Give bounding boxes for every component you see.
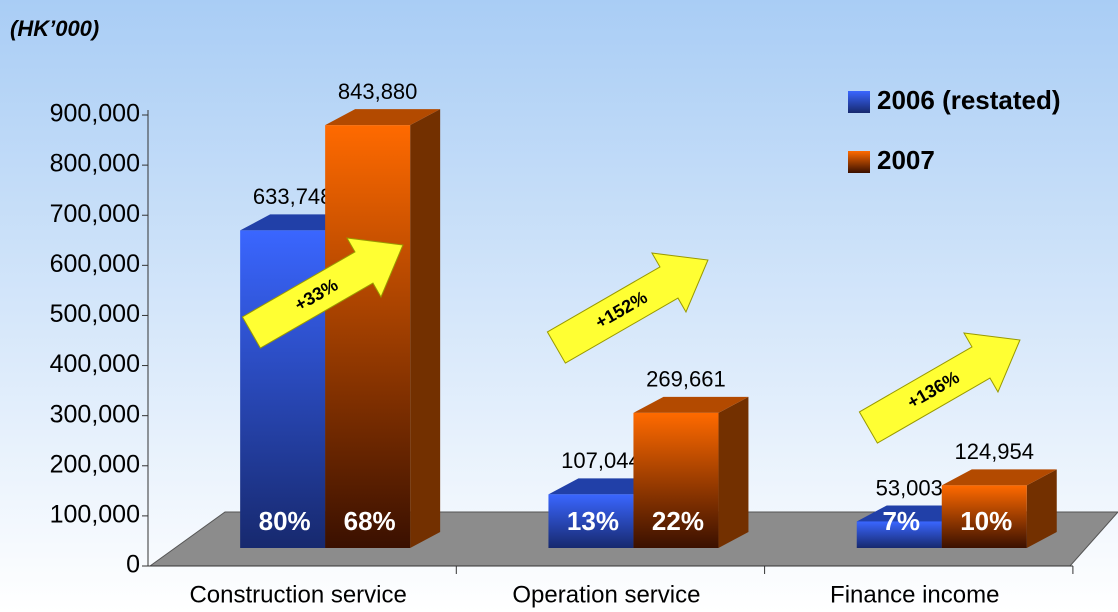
arrow-shape [546, 252, 709, 364]
value-label: 53,003 [876, 475, 943, 500]
arrow-shape [241, 237, 404, 349]
bar-side [718, 396, 749, 548]
x-tick-label: Construction service [189, 581, 406, 608]
share-label: 68% [344, 506, 396, 536]
bar [325, 125, 411, 549]
legend-swatch [848, 91, 870, 113]
share-label: 80% [259, 506, 311, 536]
y-tick-label: 300,000 [50, 400, 140, 428]
bar [548, 494, 634, 548]
share-label: 22% [652, 506, 704, 536]
bar-side [1026, 469, 1057, 548]
arrow-shape [858, 332, 1021, 444]
y-tick-label: 400,000 [50, 350, 140, 378]
value-label: 269,661 [646, 367, 726, 392]
share-label: 10% [960, 506, 1012, 536]
growth-arrow: +152% [546, 252, 709, 364]
y-tick-label: 100,000 [50, 500, 140, 528]
y-tick-label: 700,000 [50, 200, 140, 228]
y-tick-label: 800,000 [50, 150, 140, 178]
y-tick-label: 500,000 [50, 300, 140, 328]
value-label: 843,880 [338, 79, 418, 104]
y-tick-label: 600,000 [50, 250, 140, 278]
bar [633, 412, 719, 548]
y-tick-label: 0 [126, 551, 140, 579]
y-tick-label: 200,000 [50, 450, 140, 478]
legend-label: 2006 (restated) [877, 85, 1061, 115]
value-label: 633,748 [253, 184, 333, 209]
value-label: 124,954 [954, 439, 1034, 464]
bar [856, 521, 942, 548]
legend-label: 2007 [877, 145, 935, 175]
y-tick-label: 900,000 [50, 100, 140, 128]
x-tick-label: Finance income [830, 581, 999, 608]
bar-side [410, 109, 441, 549]
bar-top [941, 469, 1057, 486]
value-label: 107,044 [561, 448, 641, 473]
share-label: 13% [567, 506, 619, 536]
x-tick-label: Operation service [512, 581, 700, 608]
bar-top [633, 396, 749, 413]
share-label: 7% [882, 506, 920, 536]
bar [941, 485, 1027, 548]
legend-swatch [848, 151, 870, 173]
y-axis-label: (HK’000) [10, 16, 99, 41]
bar-top [325, 109, 441, 126]
